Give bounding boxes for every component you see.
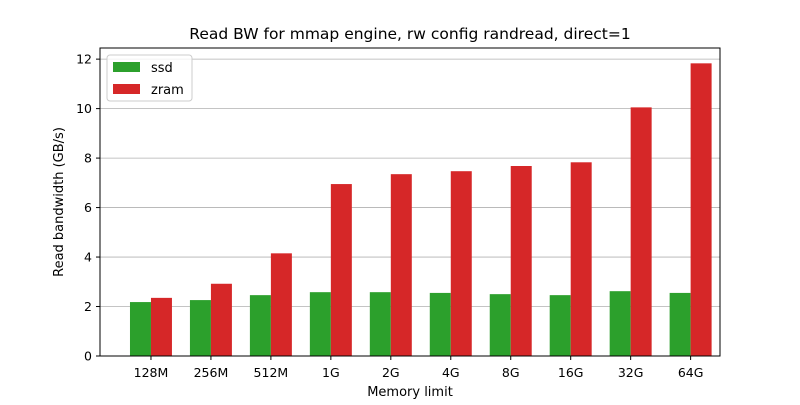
bar-zram-256M [210, 283, 232, 356]
y-tick-label: 6 [84, 200, 92, 215]
plot-frame [99, 47, 721, 357]
x-axis-label: Memory limit [367, 385, 453, 400]
bar-zram-128M [150, 297, 172, 356]
bar-ssd-1G [309, 292, 331, 356]
y-tick-label: 4 [84, 250, 92, 265]
bar-ssd-2G [369, 292, 391, 356]
bar-ssd-4G [429, 292, 451, 356]
bar-ssd-256M [189, 300, 211, 356]
chart-title: Read BW for mmap engine, rw config randr… [189, 25, 630, 43]
bar-zram-1G [330, 184, 352, 356]
bar-zram-2G [390, 174, 412, 356]
legend: ssd zram [106, 54, 193, 102]
x-tick-label: 2G [382, 365, 400, 380]
x-tick-label: 256M [194, 365, 229, 380]
x-tick-label: 4G [442, 365, 460, 380]
legend-label-ssd: ssd [151, 61, 173, 76]
x-axis: 128M 256M 512M 1G 2G 4G 8G 16G 32G 64G [134, 356, 704, 380]
x-tick-label: 128M [134, 365, 169, 380]
y-axis: 0 2 4 6 8 10 12 [76, 52, 100, 364]
legend-label-zram: zram [151, 83, 184, 98]
bar-zram-512M [270, 253, 292, 356]
bar-ssd-8G [489, 294, 511, 356]
bars [129, 63, 712, 356]
bar-ssd-64G [669, 292, 691, 356]
y-tick-label: 10 [76, 101, 92, 116]
bar-ssd-16G [549, 295, 571, 356]
bar-zram-32G [630, 107, 652, 356]
x-tick-label: 32G [618, 365, 644, 380]
bar-zram-64G [690, 63, 712, 356]
y-tick-label: 2 [84, 299, 92, 314]
bar-ssd-128M [129, 302, 151, 356]
y-axis-label: Read bandwidth (GB/s) [52, 127, 67, 277]
x-tick-label: 8G [502, 365, 520, 380]
x-tick-label: 1G [322, 365, 340, 380]
x-tick-label: 64G [678, 365, 704, 380]
bar-zram-8G [510, 166, 532, 356]
legend-swatch-ssd [113, 62, 140, 72]
y-tick-label: 8 [84, 151, 92, 166]
x-tick-label: 512M [254, 365, 289, 380]
y-tick-label: 12 [76, 52, 92, 67]
bar-zram-4G [450, 171, 472, 356]
legend-swatch-zram [113, 84, 140, 94]
bar-ssd-512M [249, 295, 271, 356]
y-tick-label: 0 [84, 349, 92, 364]
x-tick-label: 16G [558, 365, 584, 380]
bar-ssd-32G [609, 291, 631, 356]
bar-zram-16G [570, 162, 592, 356]
